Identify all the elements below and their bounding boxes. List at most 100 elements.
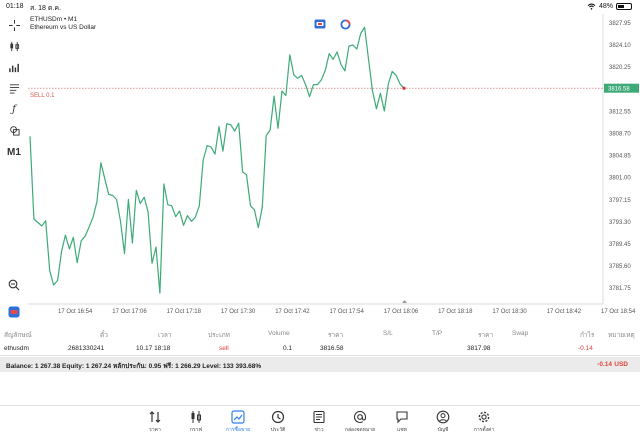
col-comment: หมายเหตุ	[608, 332, 635, 339]
total-profit: -0.14	[597, 361, 612, 368]
quotes-icon	[149, 411, 161, 423]
tab-quotes-label: ราคา	[149, 427, 161, 433]
y-tick-label: 3785.60	[609, 264, 631, 270]
bottom-tab-bar: ราคา กราฟ การซื้อขาย ประวัติ ข่าว กล่องจ…	[0, 405, 640, 447]
current-price-tag-text: 3816.58	[608, 86, 630, 92]
price-chart[interactable]: 3827.95 3824.10 3820.25 3812.55 3808.70 3804.…	[28, 14, 640, 326]
y-tick-label: 3793.30	[609, 220, 631, 226]
trade-icon	[231, 410, 245, 424]
account-currency: USD	[614, 361, 628, 368]
x-tick-label: 17 Oct 17:18	[167, 309, 202, 315]
chart-toolbar: ƒ M1	[0, 14, 28, 334]
row-current-price: 3817.98	[467, 345, 491, 352]
row-time: 10.17 18:18	[136, 345, 171, 352]
x-tick-label: 17 Oct 18:54	[601, 309, 636, 315]
price-chart-svg: 3827.95 3824.10 3820.25 3812.55 3808.70 3804.…	[28, 14, 639, 315]
col-sl: S/L	[383, 330, 393, 337]
function-icon[interactable]: ƒ	[12, 103, 16, 115]
col-profit: กำไร	[580, 332, 595, 339]
tab-chat[interactable]: แชท	[382, 410, 422, 434]
col-type: ประเภท	[208, 332, 230, 339]
tab-mailbox[interactable]: กล่องจดหมาย	[340, 410, 380, 434]
x-tick-label: 17 Oct 18:06	[384, 309, 419, 315]
account-icon	[436, 410, 450, 424]
crosshair-icon[interactable]	[6, 17, 22, 33]
status-time: 01:18	[6, 3, 24, 10]
price-line	[29, 26, 405, 294]
chat-icon	[396, 411, 408, 424]
position-row[interactable]: ethusdm 2681330241 10.17 18:18 sell 0.1 …	[0, 341, 640, 356]
row-price: 3816.58	[320, 345, 344, 352]
tab-news[interactable]: ข่าว	[299, 410, 339, 434]
x-tick-label: 17 Oct 17:06	[112, 309, 147, 315]
status-bar: 01:18 ส. 18 ต.ค. 48%	[0, 0, 640, 14]
shapes-icon[interactable]	[6, 122, 22, 138]
tab-account-label: บัญชี	[437, 427, 449, 433]
tab-history-label: ประวัติ	[270, 427, 286, 433]
settings-icon	[478, 411, 490, 423]
chart-icon	[191, 411, 201, 423]
time-axis-marker	[402, 300, 407, 303]
last-price-dot	[402, 86, 406, 90]
x-tick-label: 17 Oct 17:54	[330, 309, 365, 315]
tab-quotes[interactable]: ราคา	[135, 410, 175, 434]
col-volume: Volume	[268, 330, 290, 337]
tab-trade[interactable]: การซื้อขาย	[218, 410, 258, 434]
market-sync-icon[interactable]	[340, 19, 351, 30]
current-price-tag-bg	[604, 83, 639, 93]
x-tick-label: 17 Oct 18:18	[438, 309, 473, 315]
symbol-name: ETHUSDm • M1	[30, 16, 78, 23]
status-date: ส. 18 ต.ค.	[30, 5, 62, 12]
balance-summary: Balance: 1 267.38 Equity: 1 267.24 หลักป…	[6, 363, 262, 370]
col-time: เวลา	[158, 332, 172, 339]
zoom-icon[interactable]	[6, 277, 22, 293]
indicators-icon[interactable]	[6, 59, 22, 75]
row-symbol: ethusdm	[4, 345, 29, 352]
tab-trade-label: การซื้อขาย	[225, 427, 251, 433]
x-tick-label: 17 Oct 17:30	[221, 309, 256, 315]
x-tick-label: 17 Oct 18:42	[547, 309, 582, 315]
battery-icon	[616, 3, 632, 10]
tab-account[interactable]: บัญชี	[423, 410, 463, 434]
col-current-price: ราคา	[478, 332, 494, 339]
y-tick-label: 3808.70	[609, 131, 631, 137]
col-swap: Swap	[512, 330, 529, 337]
news-icon	[313, 410, 325, 424]
row-ticket: 2681330241	[68, 345, 105, 352]
col-symbol: สัญลักษณ์	[4, 332, 32, 339]
wifi-icon	[587, 3, 596, 10]
x-tick-label: 17 Oct 16:54	[58, 309, 93, 315]
x-tick-label: 17 Oct 17:42	[275, 309, 310, 315]
y-tick-label: 3797.15	[609, 198, 631, 204]
positions-table-header: สัญลักษณ์ ตั๋ว เวลา ประเภท Volume ราคา S…	[0, 326, 640, 341]
one-click-panel-icon[interactable]	[314, 19, 326, 29]
battery-percent: 48%	[598, 3, 613, 10]
tab-settings-label: การตั้งค่า	[473, 427, 495, 433]
y-tick-label: 3781.75	[609, 286, 631, 292]
tab-chat-label: แชท	[397, 427, 407, 433]
y-tick-label: 3820.25	[609, 65, 631, 71]
tab-settings[interactable]: การตั้งค่า	[464, 410, 504, 434]
col-price: ราคา	[328, 332, 344, 339]
tab-history[interactable]: ประวัติ	[258, 410, 298, 434]
row-type: sell	[219, 345, 229, 352]
y-tick-label: 3824.10	[609, 43, 631, 49]
row-profit: -0.14	[578, 345, 593, 352]
candlestick-icon[interactable]	[6, 38, 22, 54]
timeframe-button[interactable]: M1	[7, 146, 21, 158]
history-icon	[271, 410, 285, 424]
y-tick-label: 3789.45	[609, 242, 631, 248]
tab-mailbox-label: กล่องจดหมาย	[344, 427, 376, 433]
tab-chart[interactable]: กราฟ	[176, 410, 216, 434]
tab-chart-label: กราฟ	[189, 427, 203, 433]
status-right: 48%	[587, 3, 632, 10]
object-list-icon[interactable]	[6, 80, 22, 96]
y-tick-label: 3801.00	[609, 176, 631, 182]
trade-line-label[interactable]: SELL 0.1	[30, 93, 55, 99]
y-tick-label: 3827.95	[609, 21, 631, 27]
col-tp: T/P	[432, 330, 443, 337]
current-price-tag: 3816.58	[604, 83, 639, 93]
x-tick-label: 17 Oct 18:30	[492, 309, 527, 315]
one-click-trading-icon[interactable]	[6, 304, 22, 320]
col-ticket: ตั๋ว	[100, 332, 108, 339]
